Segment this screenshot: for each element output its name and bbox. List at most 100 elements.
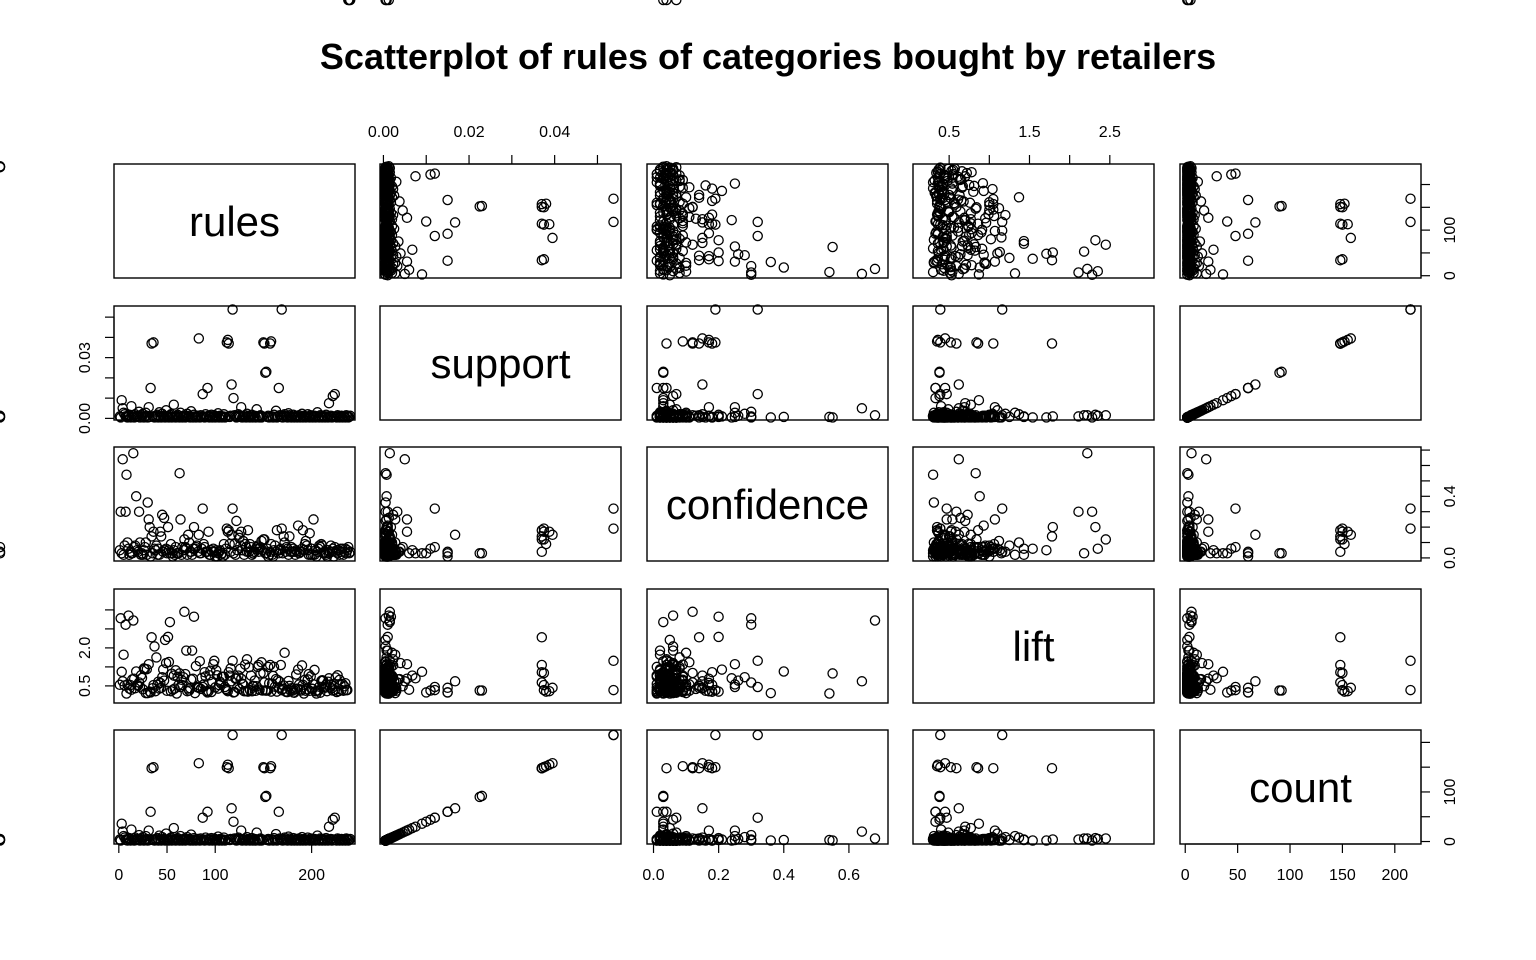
data-point [713, 611, 724, 622]
data-point [449, 676, 461, 687]
data-point [120, 506, 131, 517]
data-point [1000, 408, 1011, 420]
data-point [175, 514, 186, 525]
data-point [1027, 253, 1038, 265]
data-point [474, 548, 485, 559]
data-point [142, 497, 153, 508]
data-point [978, 249, 989, 260]
data-point [713, 234, 724, 246]
data-point [674, 233, 685, 245]
data-point [953, 803, 965, 814]
data-point [193, 333, 205, 344]
data-point [745, 406, 757, 418]
data-point [658, 382, 669, 394]
data-point [1274, 685, 1285, 696]
data-point [227, 304, 238, 315]
panel-frame [113, 163, 356, 279]
data-point [116, 394, 127, 406]
data-point [416, 269, 428, 280]
data-point [965, 213, 977, 225]
data-point [193, 529, 205, 541]
data-point [265, 336, 277, 347]
data-point [1041, 544, 1052, 556]
data-point [693, 338, 705, 349]
data-point [416, 548, 428, 559]
data-point [536, 198, 548, 210]
data-point [329, 388, 341, 400]
data-point [703, 228, 715, 239]
data-point [970, 241, 981, 253]
data-point [1200, 454, 1212, 465]
data-point [710, 729, 721, 741]
data-point [536, 218, 548, 229]
tick-label: 200 [298, 867, 325, 884]
data-point [953, 379, 965, 390]
data-point [449, 529, 461, 541]
tick-label: 0.4 [1442, 485, 1459, 507]
tick-label: 0 [1442, 271, 1459, 280]
panel-rules-vs-count [1179, 161, 1422, 281]
data-point [977, 410, 989, 422]
tick-label: 100 [1442, 779, 1459, 806]
data-point [674, 174, 685, 185]
data-point [869, 410, 881, 421]
data-point [752, 729, 763, 741]
data-point [726, 214, 737, 226]
data-point [745, 260, 757, 272]
data-point [658, 397, 669, 409]
panel-count-vs-rules [113, 729, 356, 846]
panel-confidence-vs-count [1179, 446, 1422, 562]
right-axis-count: 0 100 [1420, 741, 1459, 846]
data-point [943, 411, 954, 423]
data-point [608, 684, 619, 696]
data-point [966, 223, 977, 235]
data-point [1027, 543, 1038, 554]
data-point [407, 244, 418, 255]
data-point [1009, 549, 1021, 561]
panel-rules-vs-confidence [646, 161, 889, 281]
data-point [693, 410, 705, 421]
data-point [667, 390, 679, 402]
data-point [226, 379, 237, 390]
data-point [1092, 265, 1104, 277]
data-point [1405, 503, 1416, 514]
data-point [677, 208, 689, 219]
tick-label: 0 [1442, 837, 1459, 846]
data-point [1184, 631, 1195, 643]
data-point [148, 526, 159, 537]
data-point [687, 667, 698, 679]
data-point [671, 203, 682, 214]
data-point [752, 216, 763, 228]
data-point [658, 616, 669, 628]
panel-frame [1179, 305, 1422, 421]
data-point [393, 236, 404, 247]
data-point [380, 528, 391, 539]
tick-label: 0.0 [1442, 547, 1459, 569]
data-point [935, 304, 946, 315]
data-point [1230, 503, 1241, 514]
tick-label: 100 [1277, 867, 1304, 884]
data-point [1276, 200, 1287, 212]
data-point [671, 161, 682, 173]
data-point [442, 551, 453, 562]
data-point [420, 216, 432, 227]
data-point [151, 652, 162, 663]
data-point [927, 469, 939, 480]
data-point [143, 401, 154, 413]
data-point [1004, 252, 1015, 264]
data-point [824, 688, 835, 699]
data-point [399, 454, 411, 465]
data-point [778, 834, 790, 846]
data-point [158, 512, 170, 524]
data-point [1013, 537, 1025, 548]
data-point [401, 526, 413, 537]
data-point [540, 198, 552, 209]
data-point [827, 241, 838, 253]
data-point [869, 833, 881, 844]
data-point [476, 548, 488, 559]
data-point [935, 162, 946, 173]
data-point [1337, 254, 1348, 265]
panel-frame [1179, 588, 1422, 704]
data-point [713, 255, 724, 267]
